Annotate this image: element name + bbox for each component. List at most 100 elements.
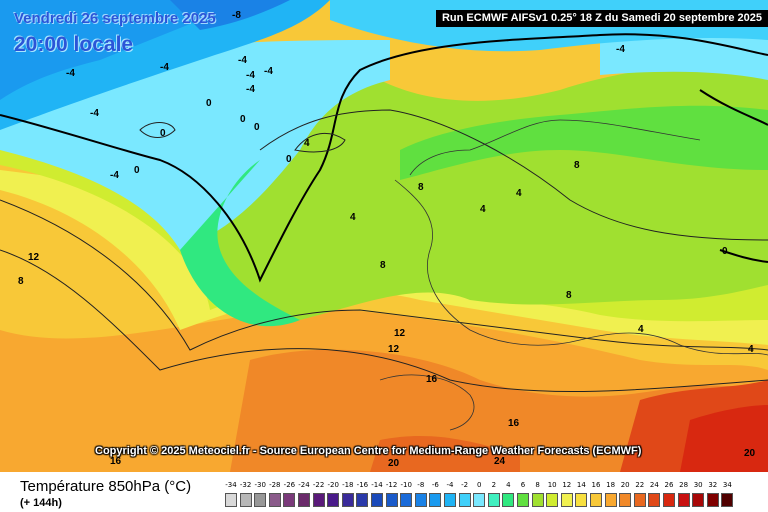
legend-subtitle: (+ 144h): [20, 497, 62, 509]
scale-tick-label: -6: [431, 481, 439, 489]
scale-tick-label: -24: [298, 481, 310, 489]
scale-tick-label: -4: [446, 481, 454, 489]
isotherm-label: 8: [574, 160, 580, 171]
scale-tick-label: 4: [506, 481, 511, 489]
scale-tick-label: 14: [576, 481, 586, 489]
scale-tick-label: 24: [649, 481, 659, 489]
scale-swatch: [458, 493, 471, 507]
color-scale: -34 -32 -30 -28 -26 -24 -22 -20 -18 -16 -14 -12 -10-…: [224, 481, 744, 509]
scale-tick-label: 22: [635, 481, 645, 489]
isotherm-label: 24: [494, 456, 506, 467]
scale-swatch: [706, 493, 719, 507]
scale-tick-label: -34: [225, 481, 237, 489]
scale-swatch: [487, 493, 500, 507]
scale-swatch: [414, 493, 427, 507]
isotherm-label: -4: [264, 66, 273, 77]
scale-tick-label: -8: [417, 481, 425, 489]
scale-tick-label: 16: [591, 481, 601, 489]
isotherm-label: 4: [748, 344, 754, 355]
isotherm-label: -4: [110, 170, 119, 181]
scale-tick-label: 28: [679, 481, 689, 489]
scale-tick-label: -30: [254, 481, 266, 489]
isotherm-label: 4: [480, 204, 486, 215]
isotherm-label: -4: [246, 84, 255, 95]
scale-swatch: [517, 493, 529, 507]
scale-swatch: [312, 493, 325, 507]
isotherm-label: 20: [388, 458, 400, 469]
isotherm-label: -4: [90, 108, 99, 119]
scale-tick-label: 32: [708, 481, 718, 489]
scale-tick-label: 12: [562, 481, 572, 489]
isotherm-label: 12: [388, 344, 400, 355]
isotherm-label: 16: [110, 456, 122, 467]
scale-swatch: [648, 493, 661, 507]
scale-swatch: [546, 493, 559, 507]
scale-swatch: [692, 493, 705, 507]
scale-tick-label: -32: [239, 481, 252, 489]
scale-tick-label: -20: [327, 481, 339, 489]
run-info-banner: Run ECMWF AIFSv1 0.25° 18 Z du Samedi 20…: [436, 10, 768, 27]
scale-swatch: [633, 493, 646, 507]
scale-swatch: [531, 493, 544, 507]
scale-tick-label: 26: [664, 481, 674, 489]
scale-swatch: [429, 493, 442, 507]
forecast-date: Vendredi 26 septembre 2025: [14, 10, 216, 27]
scale-tick-label: 30: [693, 481, 703, 489]
isotherm-label: -4: [160, 62, 169, 73]
scale-swatch: [385, 493, 398, 507]
isotherm-label: 0: [240, 114, 246, 125]
isotherm-label: -4: [246, 70, 255, 81]
scale-swatch: [254, 493, 267, 507]
scale-tick-label: -10: [400, 481, 412, 489]
scale-swatch: [590, 493, 602, 507]
scale-swatch: [341, 493, 354, 507]
isotherm-label: 4: [304, 138, 310, 149]
isotherm-label: 0: [286, 154, 292, 165]
scale-tick-label: -14: [371, 481, 383, 489]
isotherm-label: 16: [426, 374, 438, 385]
scale-tick-label: 8: [535, 481, 540, 489]
scale-swatch: [327, 493, 340, 507]
scale-tick-label: 2: [491, 481, 497, 489]
scale-swatch: [298, 493, 310, 507]
scale-swatch: [677, 493, 690, 507]
isotherm-label: 8: [380, 260, 386, 271]
temperature-map: [0, 0, 768, 472]
scale-swatch: [502, 493, 515, 507]
forecast-time: 20:00 locale: [14, 33, 134, 56]
scale-swatch: [663, 493, 675, 507]
isotherm-label: 0: [722, 246, 728, 257]
copyright-notice: Copyright © 2025 Meteociel.fr - Source E…: [95, 445, 642, 457]
scale-tick-label: 20: [620, 481, 630, 489]
isotherm-label: -8: [232, 10, 241, 21]
scale-swatch: [283, 493, 296, 507]
isotherm-label: 4: [638, 324, 644, 335]
isotherm-label: 8: [18, 276, 24, 287]
isotherm-label: 4: [350, 212, 356, 223]
isotherm-label: 0: [160, 128, 166, 139]
isotherm-label: 0: [134, 165, 140, 176]
scale-tick-label: -28: [269, 481, 281, 489]
scale-swatch: [560, 493, 573, 507]
scale-tick-label: 6: [520, 481, 526, 489]
legend-title: Température 850hPa (°C): [20, 478, 192, 495]
isotherm-label: -4: [238, 55, 247, 66]
isotherm-label: 20: [744, 448, 756, 459]
scale-tick-label: 0: [476, 481, 482, 489]
scale-tick-label: -12: [385, 481, 398, 489]
isotherm-label: 0: [254, 122, 260, 133]
scale-swatch: [473, 493, 486, 507]
scale-swatch: [575, 493, 588, 507]
scale-swatch: [721, 493, 734, 507]
scale-tick-label: 18: [606, 481, 616, 489]
isotherm-label: 8: [566, 290, 572, 301]
scale-tick-label: 10: [547, 481, 557, 489]
scale-swatch: [604, 493, 617, 507]
isotherm-label: 12: [28, 252, 40, 263]
isotherm-label: -4: [66, 68, 75, 79]
scale-tick-label: 34: [722, 481, 732, 489]
isotherm-label: -4: [616, 44, 625, 55]
scale-swatch: [400, 493, 413, 507]
scale-swatch: [225, 493, 237, 507]
isotherm-label: 4: [516, 188, 522, 199]
